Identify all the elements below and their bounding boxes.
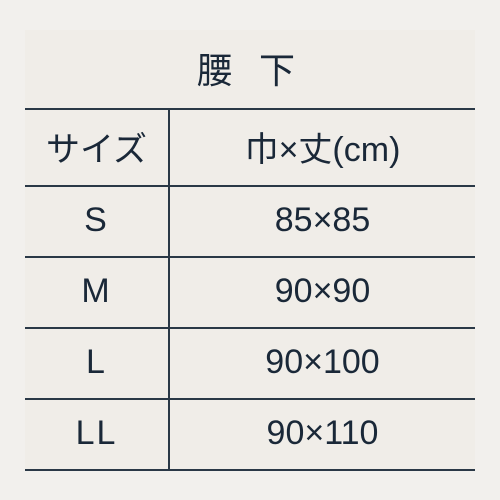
table-title-row: 腰 下 (25, 30, 475, 109)
cell-size: L (25, 328, 169, 399)
table-title: 腰 下 (25, 30, 475, 109)
size-table: 腰 下 サイズ 巾×丈(cm) S 85×85 M 90×90 L 90×100… (25, 30, 475, 471)
cell-dimensions: 90×100 (169, 328, 475, 399)
cell-size: M (25, 257, 169, 328)
header-dimensions: 巾×丈(cm) (169, 109, 475, 186)
cell-dimensions: 90×90 (169, 257, 475, 328)
cell-size: S (25, 186, 169, 257)
table-row: S 85×85 (25, 186, 475, 257)
cell-dimensions: 90×110 (169, 399, 475, 470)
size-table-container: 腰 下 サイズ 巾×丈(cm) S 85×85 M 90×90 L 90×100… (25, 30, 475, 471)
table-row: M 90×90 (25, 257, 475, 328)
header-size: サイズ (25, 109, 169, 186)
table-row: LL 90×110 (25, 399, 475, 470)
cell-dimensions: 85×85 (169, 186, 475, 257)
table-header-row: サイズ 巾×丈(cm) (25, 109, 475, 186)
cell-size: LL (25, 399, 169, 470)
table-row: L 90×100 (25, 328, 475, 399)
